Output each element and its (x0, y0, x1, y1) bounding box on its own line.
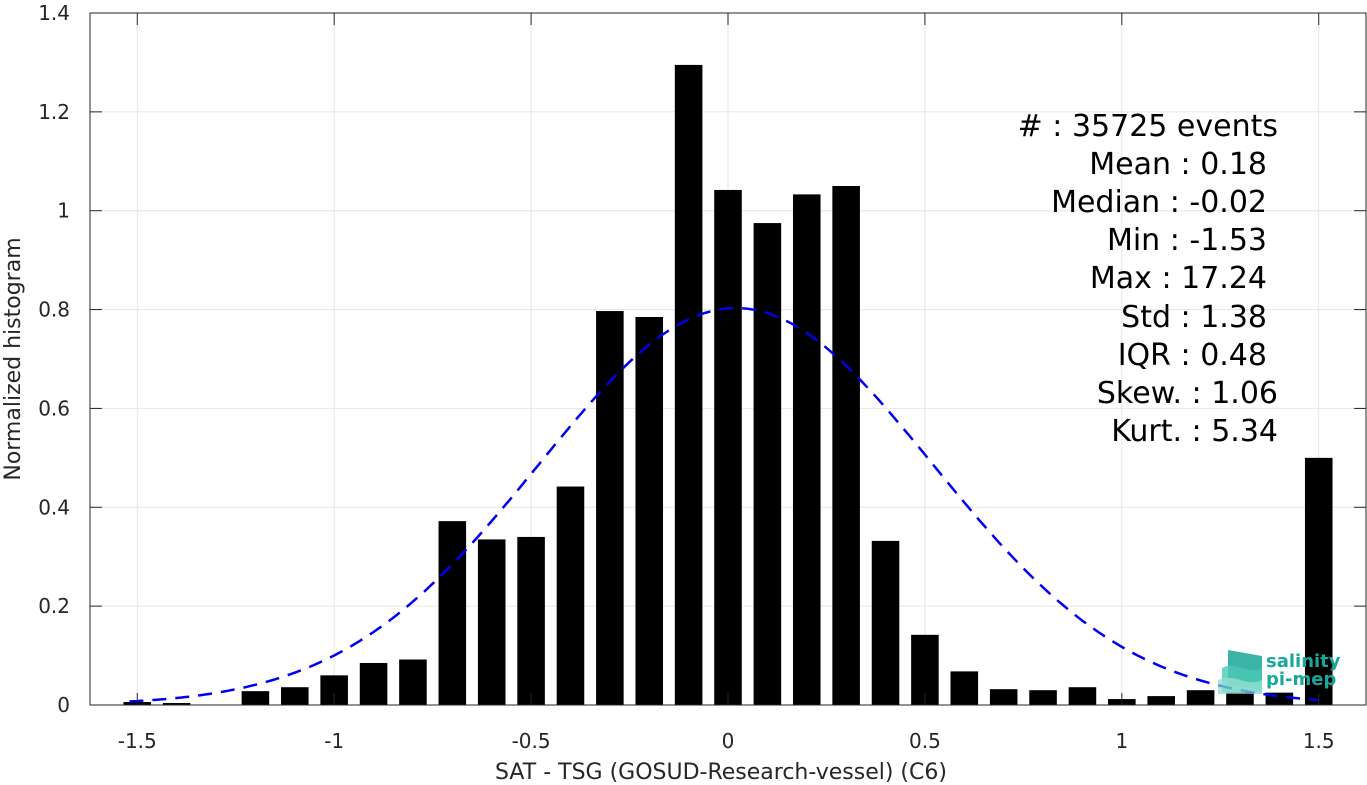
histogram-bar (1029, 690, 1057, 705)
x-tick-label: -0.5 (512, 729, 551, 753)
histogram-bar (674, 64, 703, 705)
stat-skew: Skew. : 1.06 (1097, 376, 1278, 411)
x-tick-label: -1 (324, 729, 344, 753)
histogram-bar (241, 691, 270, 705)
histogram-bar (477, 539, 506, 705)
y-tick-label: 1 (57, 199, 70, 223)
stat-kurt: Kurt. : 5.34 (1111, 414, 1278, 449)
histogram-bar (950, 671, 979, 705)
y-tick-label: 1.4 (38, 1, 70, 25)
histogram-bar (1068, 687, 1097, 705)
histogram-bar (832, 186, 860, 705)
histogram-bars (123, 64, 1333, 706)
y-tick-label: 0.2 (38, 594, 70, 618)
histogram-bar (792, 194, 821, 705)
histogram-bar (162, 703, 191, 705)
y-tick-label: 0.6 (38, 396, 70, 420)
y-tick-label: 0.4 (38, 495, 70, 519)
x-tick-label: 0.5 (909, 729, 941, 753)
stat-min: Min : -1.53 (1107, 223, 1267, 258)
histogram-bar (517, 536, 545, 705)
stat-mean: Mean : 0.18 (1089, 147, 1267, 182)
stat-std: Std : 1.38 (1121, 300, 1267, 335)
x-axis-label: SAT - TSG (GOSUD-Research-vessel) (C6) (495, 760, 947, 785)
histogram-bar (1147, 696, 1175, 705)
logo-text-salinity: salinity (1266, 651, 1341, 672)
histogram-bar (753, 223, 782, 706)
y-tick-label: 0.8 (38, 298, 70, 322)
stat-iqr: IQR : 0.48 (1118, 338, 1267, 373)
histogram-bar (596, 311, 624, 705)
histogram-bar (871, 540, 900, 705)
histogram-bar (989, 689, 1018, 705)
histogram-bar (714, 189, 742, 705)
histogram-bar (281, 687, 309, 705)
x-tick-label: -1.5 (118, 729, 157, 753)
x-tick-label: 1.5 (1303, 729, 1335, 753)
histogram-bar (556, 486, 585, 705)
x-tick-label: 1 (1115, 729, 1128, 753)
y-axis-label: Normalized histogram (1, 237, 26, 480)
histogram-bar (359, 662, 388, 705)
logo-text-pi-mep: pi-mep (1266, 669, 1336, 690)
stat-max: Max : 17.24 (1090, 261, 1267, 296)
stat-median: Median : -0.02 (1051, 185, 1267, 220)
histogram-bar (1304, 457, 1333, 705)
x-tick-label: 0 (722, 729, 735, 753)
wave-logo-icon (1218, 650, 1262, 694)
histogram-bar (635, 316, 664, 705)
salinity-pi-mep-logo: salinity pi-mep (1218, 650, 1341, 694)
axis-ticks: -1.5 -1 -0.5 0 0.5 1 1.5 0 0.2 0.4 0.6 0.8 1 1.2 1.4 (38, 1, 1366, 753)
histogram-bar (399, 659, 427, 705)
histogram-bar (1226, 692, 1254, 705)
y-tick-label: 1.2 (38, 100, 70, 124)
stats-box: # : 35725 events Mean : 0.18 Median : -0… (1018, 109, 1278, 449)
y-tick-label: 0 (57, 693, 70, 717)
normal-fit-curve (129, 306, 1319, 703)
histogram-bar (438, 521, 467, 705)
histogram-bar (1186, 690, 1215, 705)
stat-events: # : 35725 events (1018, 109, 1278, 144)
